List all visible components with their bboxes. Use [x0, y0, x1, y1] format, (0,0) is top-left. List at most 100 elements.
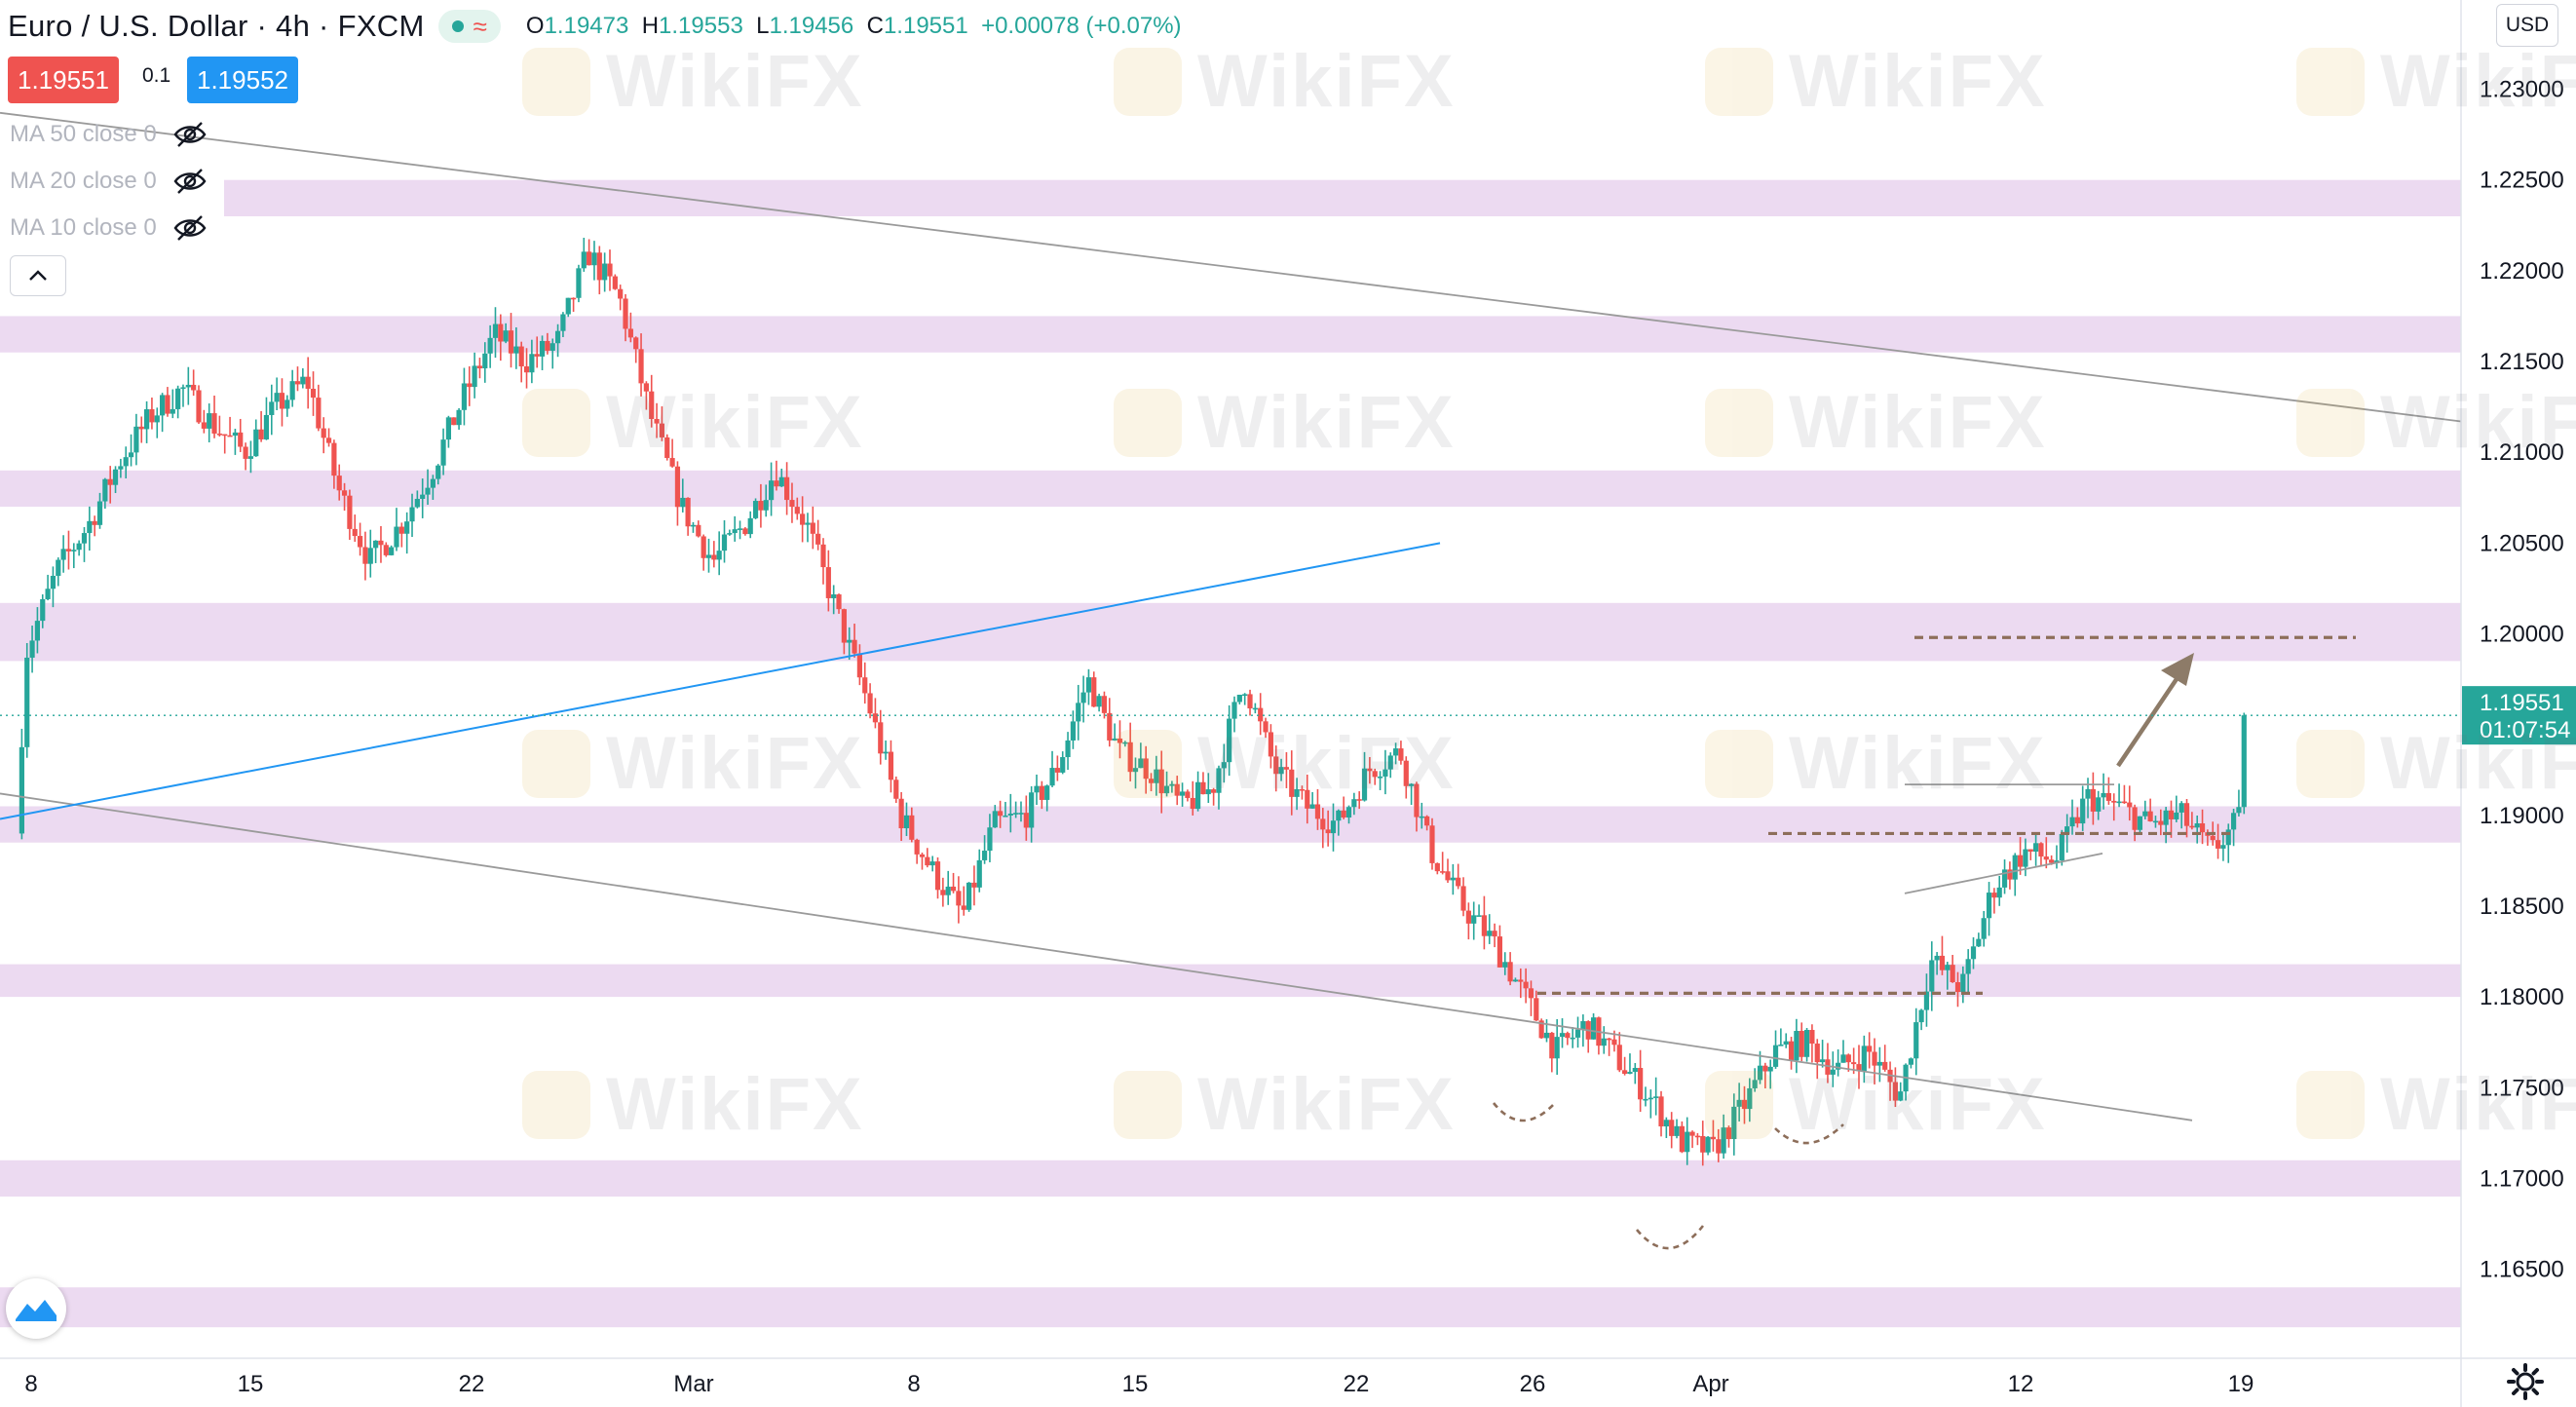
- candle: [919, 854, 926, 857]
- change-value: +0.00078 (+0.07%): [981, 13, 1182, 39]
- candle: [1169, 783, 1175, 786]
- indicator-ma20[interactable]: MA 20 close 0: [10, 164, 208, 199]
- indicator-ma50[interactable]: MA 50 close 0: [10, 117, 208, 152]
- candle: [768, 480, 775, 501]
- candle: [732, 529, 738, 534]
- collapse-legend-button[interactable]: [10, 255, 66, 296]
- candle: [1367, 768, 1373, 772]
- eye-hidden-icon[interactable]: [172, 213, 208, 243]
- candle: [102, 478, 108, 502]
- candle: [945, 886, 951, 895]
- candle: [2174, 812, 2179, 819]
- candle: [554, 330, 561, 344]
- market-status-badge[interactable]: ≈: [437, 10, 501, 43]
- candle: [1107, 712, 1113, 741]
- candle: [50, 575, 57, 589]
- settings-gear-icon[interactable]: [2506, 1362, 2545, 1401]
- candle: [1856, 1064, 1862, 1072]
- candle: [810, 522, 815, 534]
- candle: [2127, 802, 2133, 808]
- candle: [1247, 694, 1253, 709]
- candle: [180, 387, 186, 390]
- candle: [680, 497, 686, 508]
- sell-button[interactable]: 1.19551: [8, 57, 119, 103]
- candle: [1803, 1030, 1810, 1057]
- candle: [649, 391, 655, 420]
- candle: [467, 383, 473, 388]
- candle: [852, 639, 857, 654]
- candle: [1330, 820, 1337, 834]
- price-tick-label: 1.22000: [2480, 258, 2564, 285]
- eye-hidden-icon[interactable]: [172, 167, 208, 196]
- candle: [1163, 785, 1170, 794]
- flag-lower-line: [1904, 853, 2103, 894]
- candle: [1273, 756, 1279, 775]
- tradingview-logo-button[interactable]: [6, 1278, 66, 1339]
- candle: [112, 469, 119, 485]
- candle: [128, 452, 134, 458]
- candle: [1034, 785, 1040, 793]
- candle: [367, 548, 373, 564]
- right-shoulder-marker: [1774, 1123, 1844, 1145]
- candle: [1309, 804, 1315, 809]
- candle: [476, 365, 483, 369]
- candle: [336, 475, 342, 491]
- currency-button[interactable]: USD: [2496, 4, 2558, 47]
- indicator-ma10[interactable]: MA 10 close 0: [10, 210, 208, 246]
- candle: [888, 751, 894, 780]
- candle: [1294, 788, 1300, 797]
- candle: [1283, 767, 1290, 770]
- symbol-name[interactable]: Euro / U.S. Dollar: [8, 9, 248, 43]
- indicator-label: MA 50 close 0: [10, 121, 157, 147]
- candle: [2230, 813, 2237, 830]
- interval-label[interactable]: 4h: [276, 9, 311, 43]
- candle: [1538, 1020, 1544, 1039]
- candle: [1440, 871, 1446, 873]
- candle: [2054, 860, 2060, 863]
- candle: [1268, 732, 1273, 757]
- candle: [1122, 742, 1128, 744]
- candle: [1174, 783, 1180, 796]
- candle: [373, 540, 379, 549]
- buy-button[interactable]: 1.19552: [187, 57, 298, 103]
- candle: [742, 528, 748, 535]
- candle: [492, 323, 499, 338]
- candle: [831, 594, 837, 598]
- candle: [2199, 822, 2206, 833]
- candle: [518, 346, 524, 367]
- candle: [436, 465, 441, 479]
- candle: [201, 422, 207, 429]
- candle: [976, 859, 982, 888]
- eye-hidden-icon[interactable]: [172, 120, 208, 149]
- candle: [925, 856, 930, 866]
- candle: [596, 252, 602, 281]
- candle: [2194, 822, 2200, 828]
- candle: [1918, 1009, 1924, 1023]
- candle: [903, 815, 910, 829]
- candle: [383, 545, 389, 555]
- candle: [1767, 1066, 1773, 1072]
- candle: [1565, 1033, 1571, 1039]
- candle: [1534, 998, 1539, 1021]
- candle: [847, 639, 852, 643]
- candle: [2105, 792, 2111, 801]
- wave-icon: ≈: [473, 12, 487, 41]
- candle: [165, 395, 170, 414]
- candle: [154, 415, 160, 423]
- candle: [549, 343, 555, 351]
- candle: [2049, 859, 2055, 863]
- candle: [138, 426, 144, 430]
- candle: [1632, 1068, 1638, 1073]
- candle: [2007, 869, 2013, 880]
- candle: [56, 559, 61, 576]
- candle: [65, 549, 72, 551]
- candle: [1345, 807, 1352, 818]
- candle: [2012, 855, 2018, 880]
- candle: [1778, 1045, 1784, 1046]
- sr-zone: [224, 179, 2461, 216]
- candle: [420, 494, 426, 499]
- candle: [1211, 789, 1217, 793]
- candle: [1996, 887, 2002, 898]
- candle: [2001, 869, 2008, 888]
